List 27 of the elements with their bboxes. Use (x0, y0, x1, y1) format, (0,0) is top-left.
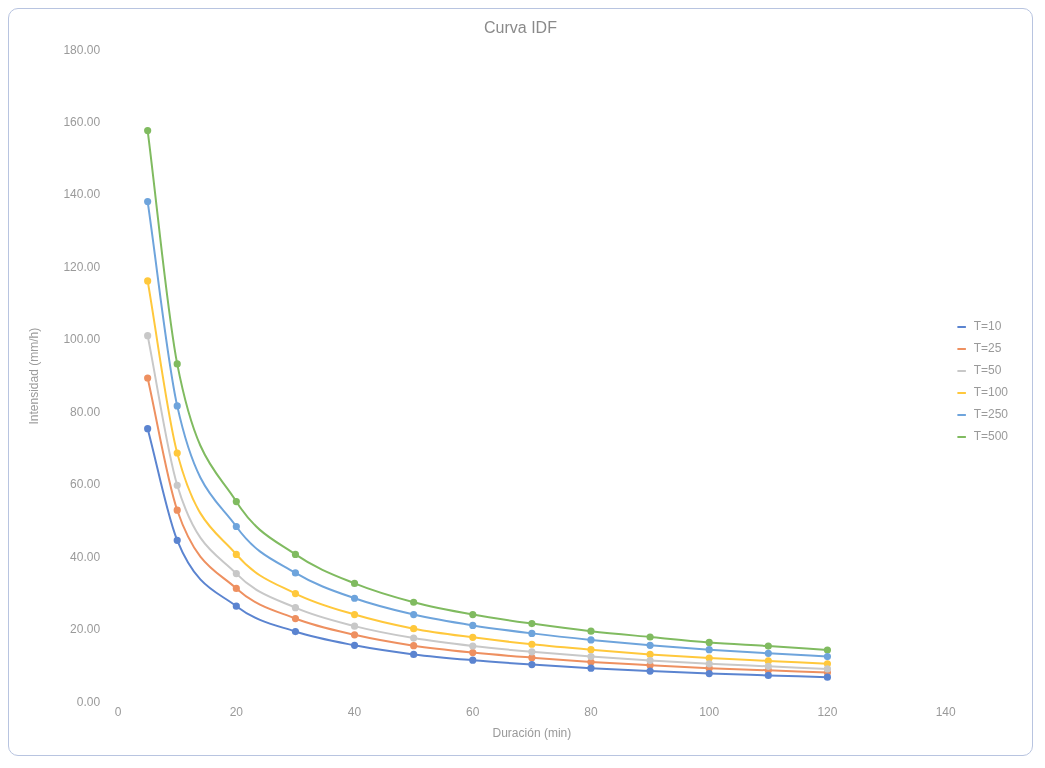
x-tick-label: 0 (114, 704, 122, 719)
x-tick-label: 100 (699, 704, 720, 719)
x-tick-label: 80 (584, 704, 598, 719)
y-tick-label: 40.00 (70, 549, 101, 564)
y-tick-label: 100.00 (63, 332, 101, 347)
legend-label: T=50 (973, 363, 1002, 378)
y-axis-title: Intensidad (mm/h) (26, 327, 41, 425)
y-tick-label: 60.00 (70, 477, 101, 492)
x-tick-label: 20 (229, 704, 244, 719)
x-tick-label: 40 (347, 704, 362, 719)
x-axis-title: Duración (min) (492, 726, 572, 741)
y-tick-label: 0.00 (76, 694, 101, 709)
legend-label: T=500 (973, 429, 1009, 444)
chart-title: Curva IDF (484, 19, 558, 37)
y-tick-label: 120.00 (63, 259, 101, 274)
legend-label: T=10 (973, 319, 1002, 334)
y-tick-label: 80.00 (70, 404, 101, 419)
legend-label: T=100 (973, 385, 1009, 400)
x-tick-label: 140 (935, 704, 956, 719)
legend-label: T=25 (973, 341, 1002, 356)
x-tick-label: 120 (817, 704, 838, 719)
x-tick-label: 60 (466, 704, 480, 719)
y-tick-label: 140.00 (63, 187, 101, 202)
y-tick-label: 180.00 (63, 42, 101, 57)
y-tick-label: 160.00 (63, 114, 101, 129)
y-tick-label: 20.00 (70, 622, 101, 637)
legend-label: T=250 (973, 407, 1009, 422)
